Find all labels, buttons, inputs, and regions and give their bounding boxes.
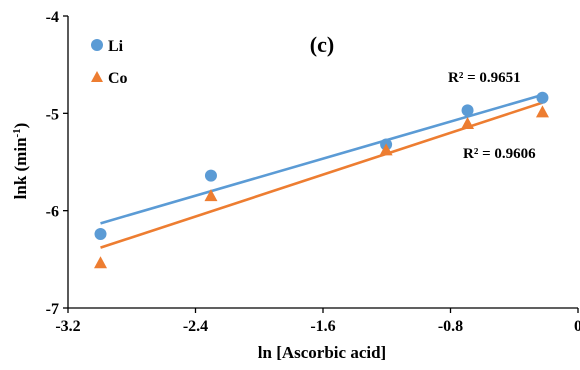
y-tick-label: -5 <box>46 106 59 123</box>
r2-label-co: R² = 0.9606 <box>463 146 536 162</box>
trendline-co <box>100 101 543 249</box>
r2-label-li: R² = 0.9651 <box>448 70 521 86</box>
y-tick-label: -4 <box>46 9 59 26</box>
axes: -7 -6 -5 -4 -3.2 -2.4 -1.6 -0.8 0 <box>46 9 580 335</box>
point-li <box>94 228 107 241</box>
point-co <box>461 117 475 130</box>
x-tick-label: -1.6 <box>310 318 335 335</box>
trendlines <box>100 93 543 249</box>
legend: Li Co <box>91 38 128 87</box>
point-co <box>204 189 218 202</box>
legend-label-li: Li <box>108 38 124 55</box>
point-li <box>461 104 474 117</box>
x-tick-label: 0 <box>574 318 580 335</box>
legend-marker-li <box>91 39 103 51</box>
x-tick-label: -2.4 <box>183 318 208 335</box>
point-co <box>379 143 393 156</box>
x-tick-label: -0.8 <box>438 318 463 335</box>
point-co <box>94 256 108 269</box>
legend-marker-co <box>91 71 103 82</box>
y-axis-title-end: ) <box>11 123 30 129</box>
y-axis-title-main: lnk (min <box>11 137 30 199</box>
y-tick-label: -6 <box>46 204 59 221</box>
data-points <box>94 91 549 269</box>
panel-label: (c) <box>310 32 334 57</box>
x-axis-title: ln [Ascorbic acid] <box>258 343 386 362</box>
y-tick-label: -7 <box>46 301 59 318</box>
point-co <box>535 105 549 118</box>
y-axis-title-sup: -1 <box>11 128 23 137</box>
x-tick-label: -3.2 <box>55 318 80 335</box>
point-li <box>204 169 217 182</box>
legend-label-co: Co <box>108 70 128 87</box>
point-li <box>536 91 549 104</box>
y-axis-title: lnk (min-1) <box>11 123 30 200</box>
